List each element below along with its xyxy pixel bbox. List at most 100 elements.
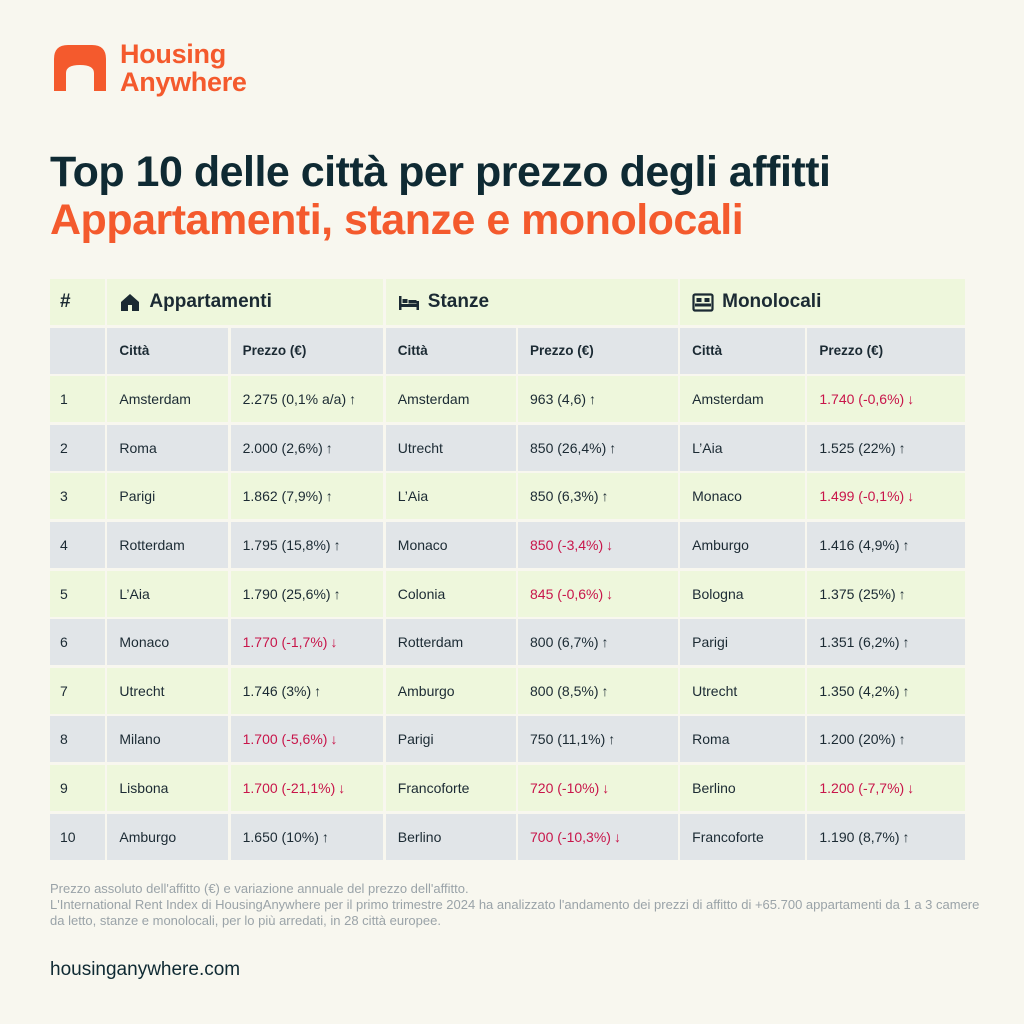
rank-cell: 10 [50,813,105,860]
arrow-down-icon: ↓ [330,731,338,748]
room-price-cell-text: 845 (-0,6%) [530,585,604,602]
table-row: 7 Utrecht 1.746 (3%) ↑ Amburgo 800 (8,5%) ↑ Utr… [50,667,965,714]
studio-city-cell-text: Monaco [692,488,742,505]
room-price-cell: 963 (4,6) ↑ [518,376,678,423]
room-city-cell-text: Rotterdam [397,634,464,651]
apt-price-cell-text: 1.795 (15,8%) [242,536,331,553]
arrow-down-icon: ↓ [338,779,346,796]
rank-cell: 5 [50,570,105,617]
studio-price-cell-text: 1.416 (4,9%) [819,536,900,553]
arrow-up-icon: ↑ [898,439,906,456]
arrow-down-icon: ↓ [613,828,621,845]
table-row: 5 L’Aia 1.790 (25,6%) ↑ Colonia 845 (-0,6%) ↓ B… [50,570,965,617]
apt-price-cell: 1.650 (10%) ↑ [230,813,384,860]
room-city-cell: Utrecht [385,424,516,471]
table-group-header: # Appartamenti Stanze Mon [50,279,965,325]
apt-price-cell: 1.770 (-1,7%) ↓ [230,619,384,666]
studio-city-cell-text: Roma [692,731,730,748]
arrow-up-icon: ↑ [902,536,910,553]
studio-price-cell-text: 1.200 (-7,7%) [819,779,905,796]
apt-price-cell: 1.862 (7,9%) ↑ [230,473,384,520]
footnote: Prezzo assoluto dell'affitto (€) e varia… [50,881,980,929]
housinganywhere-logo-icon [54,45,106,91]
rank-cell-text: 8 [60,731,68,748]
apt-city-cell-text: Parigi [119,488,156,505]
studio-city-cell-text: L’Aia [692,439,723,456]
table-body: 1 Amsterdam 2.275 (0,1% a/a) ↑ Amsterdam 963 … [50,376,965,860]
rank-cell: 4 [50,521,105,568]
rent-table: # Appartamenti Stanze Mon [50,279,965,862]
apt-city-cell: Monaco [107,619,229,666]
rank-cell-text: 6 [60,634,68,651]
studio-city-cell-text: Francoforte [692,828,764,845]
room-price-cell-text: 720 (-10%) [530,779,600,796]
apt-city-cell: Milano [107,716,229,763]
house-icon [121,294,140,311]
brand-name-line1: Housing [120,39,226,69]
studio-city-cell-text: Parigi [692,634,728,651]
apt-price-cell: 1.700 (-5,6%) ↓ [230,716,384,763]
arrow-up-icon: ↑ [601,682,609,699]
arrow-down-icon: ↓ [907,488,915,505]
room-city-cell: Amburgo [385,667,516,714]
studio-price-cell: 1.350 (4,2%) ↑ [807,667,965,714]
room-city-cell-text: Berlino [397,828,442,845]
rank-cell: 2 [50,424,105,471]
studio-city-cell: Francoforte [680,813,805,860]
table-row: 9 Lisbona 1.700 (-21,1%) ↓ Francoforte 720 (-… [50,764,965,811]
arrow-up-icon: ↑ [898,585,906,602]
room-price-cell-text: 963 (4,6) [530,391,587,408]
sofa-bed-icon [692,293,714,312]
apt-city-cell: Rotterdam [107,521,229,568]
arrow-up-icon: ↑ [589,391,597,408]
footnote-line2: L'International Rent Index di HousingAny… [50,897,980,928]
apt-city-cell-text: Utrecht [119,682,165,699]
table-row: 4 Rotterdam 1.795 (15,8%) ↑ Monaco 850 (-3,4%… [50,521,965,568]
apt-city-cell: Lisbona [107,764,229,811]
apt-city-cell-text: Lisbona [119,779,169,796]
rank-cell: 6 [50,619,105,666]
arrow-up-icon: ↑ [314,682,322,699]
room-price-cell: 720 (-10%) ↓ [518,764,678,811]
apt-price-cell-text: 2.000 (2,6%) [242,439,323,456]
apt-price-cell-text: 2.275 (0,1% a/a) [242,391,347,408]
studio-price-cell: 1.740 (-0,6%) ↓ [807,376,965,423]
room-city-cell-text: Colonia [397,585,446,602]
arrow-up-icon: ↑ [333,585,341,602]
room-city-cell-text: Parigi [397,731,434,748]
studio-city-cell: Parigi [680,619,805,666]
studio-price-cell: 1.200 (-7,7%) ↓ [807,764,965,811]
studio-city-cell-text: Berlino [692,779,736,796]
room-city-cell: Amsterdam [385,376,516,423]
apt-city-header: Città [107,327,229,374]
website-url[interactable]: housinganywhere.com [50,959,241,980]
studio-price-cell: 1.416 (4,9%) ↑ [807,521,965,568]
studio-city-cell: Amburgo [680,521,805,568]
apt-price-cell-text: 1.770 (-1,7%) [242,634,328,651]
brand-name-line2: Anywhere [120,67,247,97]
apt-price-cell-text: 1.700 (-5,6%) [242,731,328,748]
studio-city-cell: Amsterdam [680,376,805,423]
apt-city-cell: Roma [107,424,229,471]
studio-city-cell-text: Amsterdam [692,391,764,408]
studio-price-cell-text: 1.525 (22%) [819,439,896,456]
room-price-cell: 850 (-3,4%) ↓ [518,521,678,568]
arrow-down-icon: ↓ [606,585,614,602]
title-line1: Top 10 delle città per prezzo degli affi… [50,148,831,196]
room-city-cell-text: L’Aia [397,488,429,505]
studio-city-cell: Roma [680,716,805,763]
apt-city-cell-text: Milano [119,731,161,748]
room-price-cell-text: 850 (26,4%) [530,439,607,456]
rank-cell: 7 [50,667,105,714]
apt-price-cell: 2.275 (0,1% a/a) ↑ [230,376,384,423]
rank-cell-text: 3 [60,488,68,505]
rank-cell: 3 [50,473,105,520]
apt-city-cell-text: Rotterdam [119,536,185,553]
room-price-cell: 700 (-10,3%) ↓ [518,813,678,860]
room-city-cell-text: Amburgo [397,682,455,699]
studio-price-header: Prezzo (€) [807,327,965,374]
room-price-cell: 850 (6,3%) ↑ [518,473,678,520]
apt-city-cell-text: Amsterdam [119,391,191,408]
studio-city-cell: Monaco [680,473,805,520]
room-city-cell: Francoforte [385,764,516,811]
